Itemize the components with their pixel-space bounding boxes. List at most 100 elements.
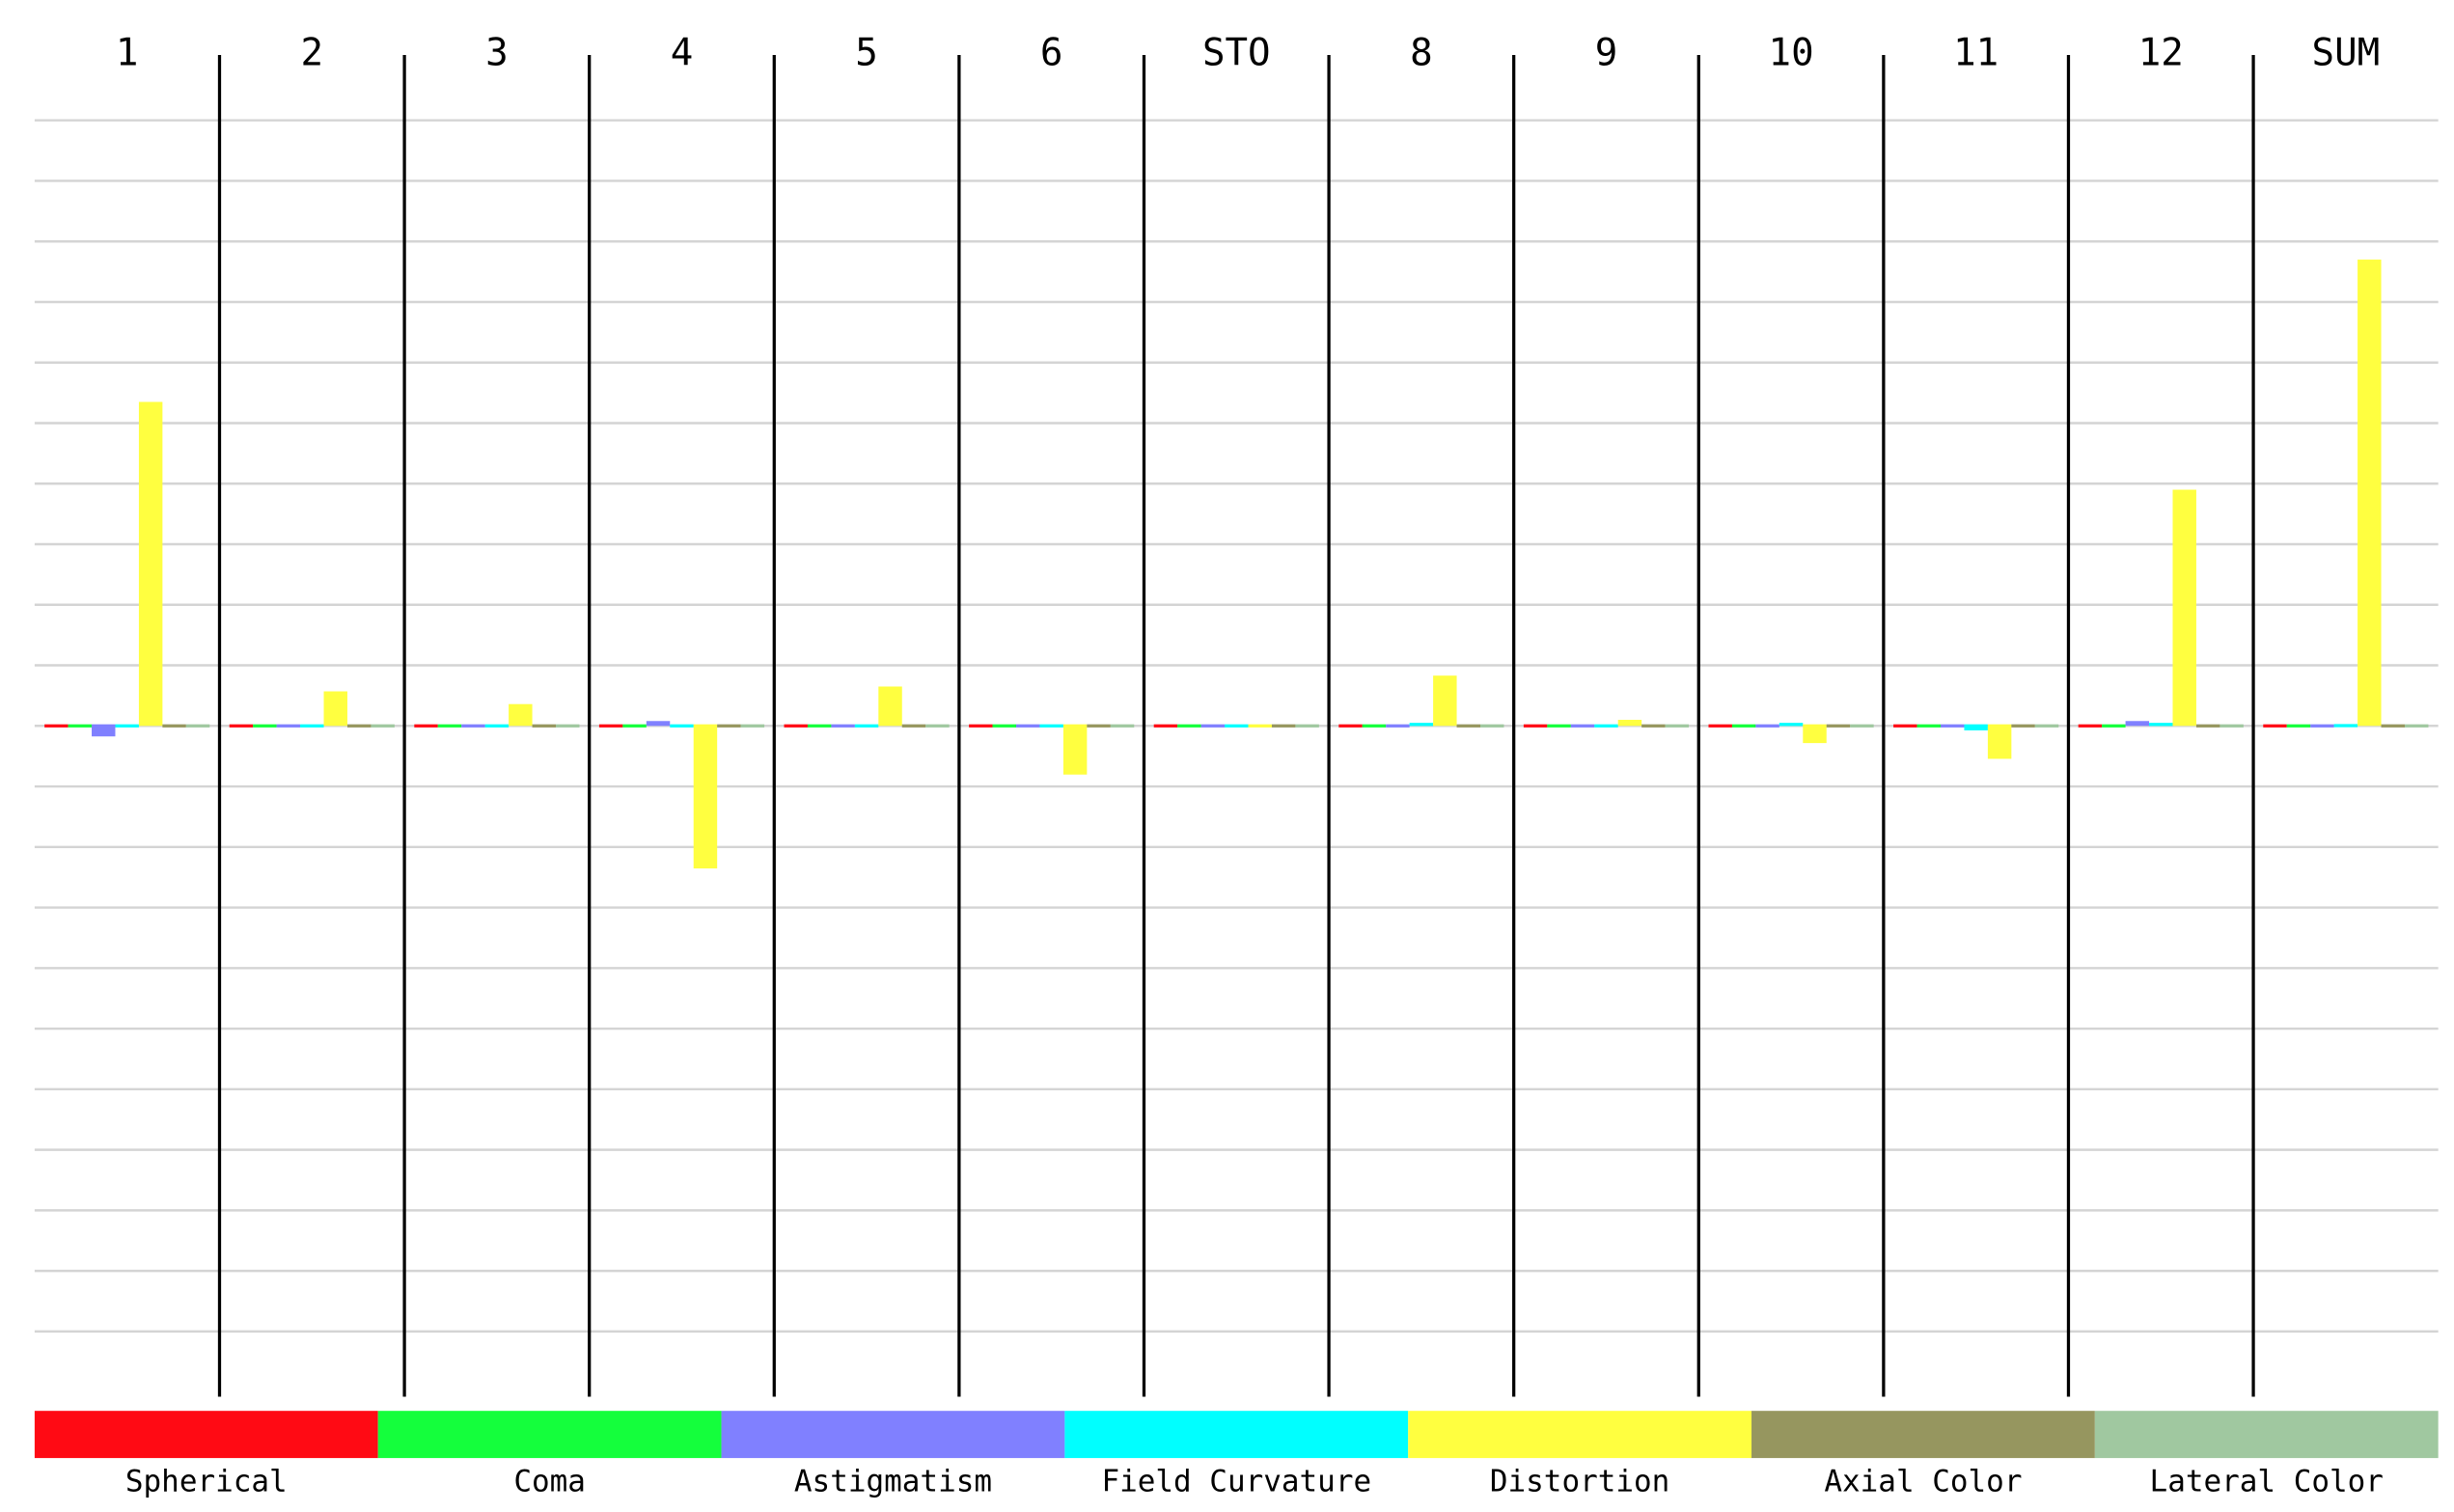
bar [717,724,741,728]
bar [1893,724,1917,728]
column-label: SUM [2312,32,2381,75]
legend-swatch [1064,1411,1409,1459]
bar [556,724,580,728]
legend-label: Spherical [125,1465,288,1499]
column-label: 8 [1410,32,1433,75]
bar [1964,724,1988,730]
bar [253,724,277,728]
bar [2286,724,2311,728]
bar [784,724,808,728]
bar [2034,724,2059,728]
bar [346,724,372,728]
bar [901,724,926,728]
bar [1225,724,1249,728]
bar [1110,724,1135,728]
column-label: 2 [301,32,324,75]
bar [1987,724,2012,759]
bar [2172,489,2196,727]
legend-swatch [377,1411,722,1459]
legend-swatch [1408,1411,1752,1459]
bar [1523,724,1548,728]
bar [1177,724,1201,728]
legend-label: Lateral Color [2150,1465,2384,1499]
legend-swatch [1751,1411,2095,1459]
bar [2310,724,2334,728]
bar [138,401,163,727]
bar [2404,724,2429,728]
legend-label: Distortion [1490,1465,1669,1499]
bar [693,724,718,869]
bar [1062,724,1088,775]
bar [115,724,139,728]
bar [162,724,186,728]
bar [1295,724,1319,728]
bar [2078,724,2103,728]
bar [371,724,395,728]
bar [509,703,533,727]
bar [2149,723,2173,727]
bar [1778,723,1804,727]
bar [1338,724,1363,728]
bar [323,691,347,727]
bar [992,724,1017,728]
bar [1271,724,1296,728]
column-label: 5 [855,32,878,75]
bar [1433,675,1457,727]
column-label: 12 [2138,32,2184,75]
column-label: 6 [1040,32,1063,75]
bar [1200,724,1226,728]
bar [1617,720,1642,727]
bar [2125,721,2150,727]
bar [2102,724,2126,728]
bar [969,724,993,728]
bar [1826,724,1851,728]
bar [2011,724,2035,728]
bar [461,724,485,728]
legend-label: Axial Color [1824,1465,2022,1499]
bar [300,724,324,728]
bar [1153,724,1178,728]
bar [1480,724,1504,728]
bar [1087,724,1111,728]
bar [1731,724,1756,728]
legend-label: Field Curvature [1101,1465,1371,1499]
bar [1362,724,1387,728]
bar [1594,724,1618,728]
bar [229,724,254,728]
bar [2195,724,2220,728]
bar [1248,724,1272,728]
bar [414,724,438,728]
bar [1456,724,1481,728]
legend-swatch [34,1411,378,1459]
bar [1016,724,1040,728]
column-label: STO [1202,32,1271,75]
bar [1641,724,1666,728]
legend-label: Coma [513,1465,586,1499]
bar [1755,724,1779,728]
bar [1386,724,1410,728]
bar [1940,724,1965,728]
bar [1039,724,1063,728]
bar [1708,724,1732,728]
bar [740,724,765,728]
bar [670,724,694,728]
bar [185,724,210,728]
bar [925,724,950,728]
bar [2220,724,2244,728]
column-label: 11 [1953,32,1999,75]
bar [807,724,832,728]
bar [2263,724,2287,728]
bar [1409,723,1434,727]
bar [1665,724,1690,728]
legend-swatch [721,1411,1065,1459]
column-label: 1 [116,32,139,75]
column-label: 10 [1769,32,1814,75]
bar [92,724,116,737]
bar [854,724,879,728]
bar [622,724,647,728]
column-label: 4 [671,32,694,75]
bar [646,721,671,727]
bar [532,724,557,728]
